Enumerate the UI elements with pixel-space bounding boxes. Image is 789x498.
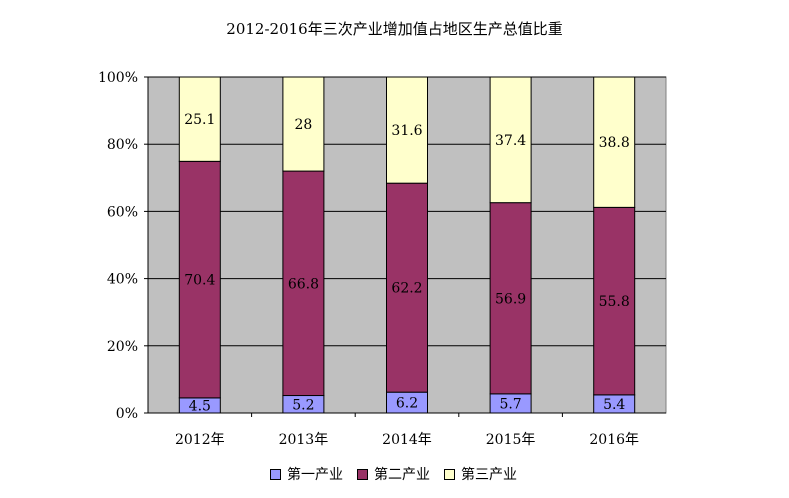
bar-segment [178, 76, 221, 162]
bar-segment [489, 76, 532, 204]
data-label: 28 [294, 117, 312, 133]
data-label: 6.2 [396, 396, 418, 412]
legend-item-secondary: 第二产业 [357, 464, 430, 484]
y-tick-label: 20% [107, 339, 138, 355]
data-label: 4.5 [189, 398, 211, 414]
y-tick-label: 0% [116, 406, 138, 422]
bar-segment [386, 182, 428, 393]
data-label: 31.6 [391, 123, 422, 139]
data-label: 25.1 [184, 112, 215, 128]
y-tick-label: 100% [98, 70, 138, 86]
x-tick-label: 2015年 [486, 432, 536, 448]
legend-item-tertiary: 第三产业 [444, 464, 517, 484]
data-label: 5.7 [499, 396, 521, 412]
bar-segment [386, 76, 428, 184]
bar-segment [489, 202, 532, 395]
legend-swatch-tertiary [444, 468, 455, 480]
x-tick-label: 2012年 [175, 432, 225, 448]
data-label: 70.4 [184, 273, 215, 289]
data-label: 55.8 [599, 294, 630, 310]
legend-label-secondary: 第二产业 [374, 467, 430, 483]
x-tick-label: 2013年 [279, 432, 329, 448]
chart-title: 2012-2016年三次产业增加值占地区生产总值比重 [226, 20, 563, 38]
data-label: 62.2 [391, 281, 422, 297]
y-tick-label: 40% [107, 272, 138, 288]
bar-segment [593, 206, 636, 396]
data-label: 37.4 [495, 133, 526, 149]
bar-segment [178, 160, 221, 399]
bar-segment [593, 76, 636, 208]
data-label: 5.4 [603, 397, 625, 413]
legend-swatch-primary [270, 468, 281, 480]
y-tick-label: 60% [107, 204, 138, 220]
x-tick-label: 2014年 [382, 432, 432, 448]
y-tick-label: 80% [107, 137, 138, 153]
legend-item-primary: 第一产业 [270, 464, 343, 484]
data-label: 38.8 [599, 135, 630, 151]
legend: 第一产业 第二产业 第三产业 [270, 464, 517, 484]
bar-segment [282, 170, 325, 397]
data-label: 66.8 [288, 276, 319, 292]
data-label: 5.2 [292, 397, 314, 413]
bar-segment [282, 76, 325, 172]
legend-label-primary: 第一产业 [287, 467, 343, 483]
x-tick-label: 2016年 [589, 432, 639, 448]
data-label: 56.9 [495, 291, 526, 307]
legend-swatch-secondary [357, 468, 368, 480]
legend-label-tertiary: 第三产业 [461, 467, 517, 483]
